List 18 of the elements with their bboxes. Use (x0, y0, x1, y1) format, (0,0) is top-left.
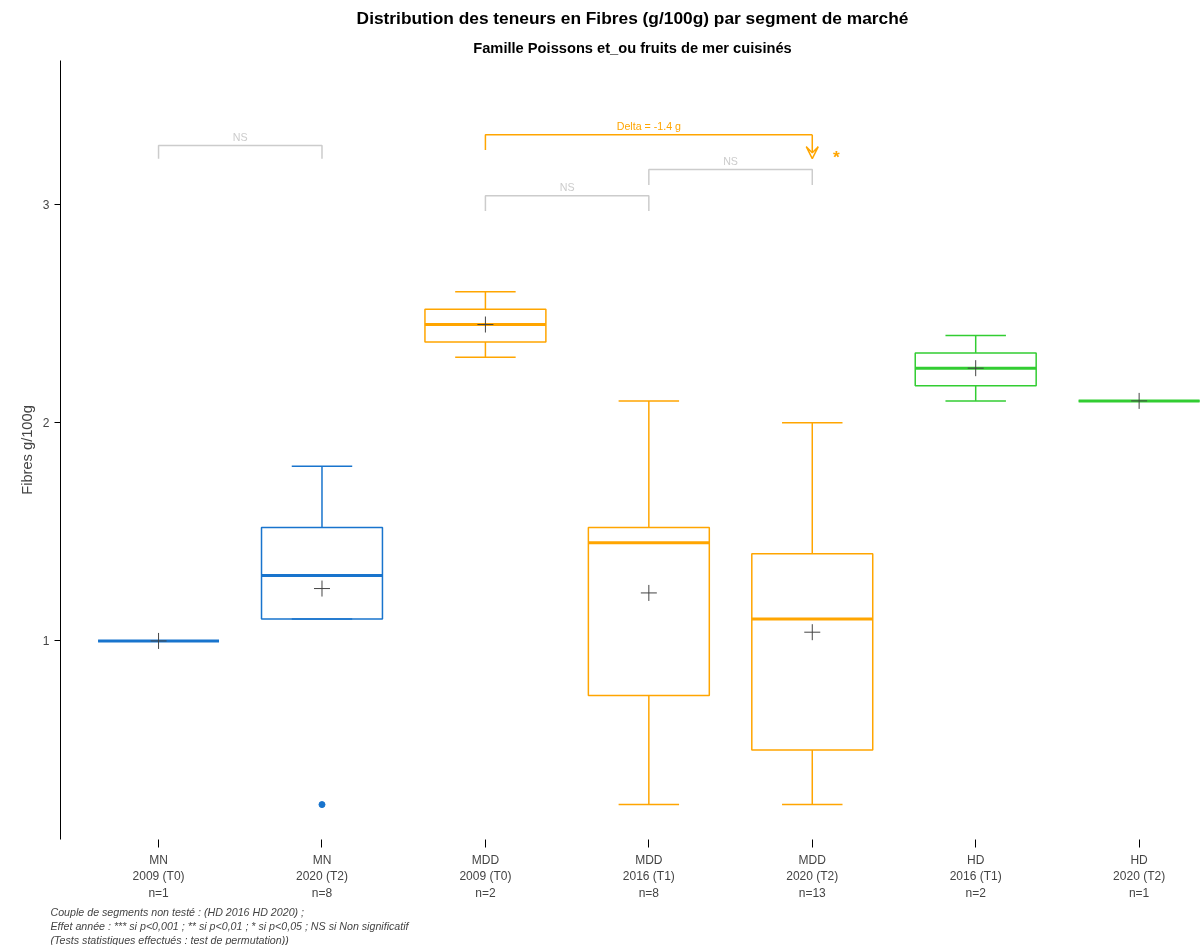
x-tick-label: MN 2009 (T0) n=1 (132, 852, 185, 901)
annotation: * (832, 146, 840, 167)
text: Couple de segments non testé : (HD 2016 HD 2020) ; (50, 905, 305, 918)
y-tick-label: 2 (42, 416, 50, 431)
y-tick-label: 3 (42, 198, 50, 213)
x-tick-label: HD 2016 (T1) n=2 (949, 852, 1002, 901)
x-tick-label: MN 2020 (T2) n=8 (295, 852, 348, 901)
y-tick-label: 1 (42, 634, 50, 649)
chart-subtitle: Famille Poissons et_ou fruits de mer cuisinés (473, 39, 792, 56)
chart-title: Distribution des teneurs en Fibres (g/100g) par segment de marché (356, 7, 909, 28)
annotation: Delta = -1.4 g (616, 119, 682, 132)
x-tick-label: HD 2020 (T2) n=1 (1113, 852, 1166, 901)
x-tick-label: MDD 2009 (T0) n=2 (459, 852, 512, 901)
text: (Tests statistiques effectués : test de permutation)) (50, 933, 289, 945)
x-tick-label: MDD 2016 (T1) n=8 (622, 852, 675, 901)
x-tick-label: MDD 2020 (T2) n=13 (786, 852, 839, 901)
text: Effet année : *** si p<0,001 ; ** si p<0,01 ; * si p<0,05 ; NS si Non significatif (50, 919, 410, 932)
y-axis-title: Fibres g/100g (18, 405, 35, 495)
